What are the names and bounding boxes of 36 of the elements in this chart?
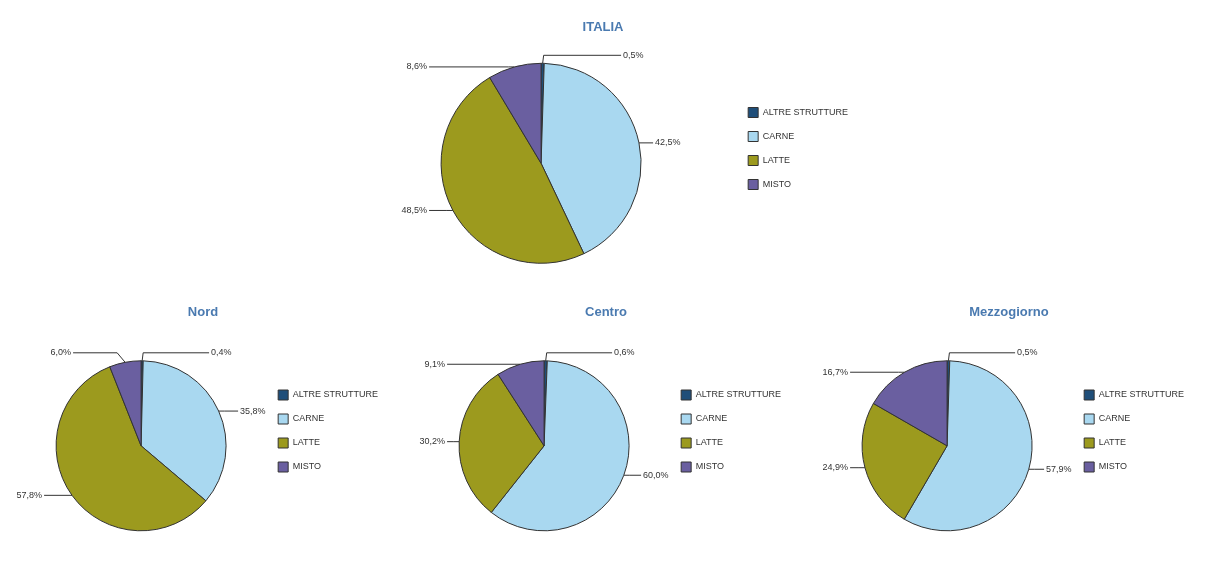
legend-label: ALTRE STRUTTURE bbox=[1098, 389, 1185, 400]
data-label: 8,6% bbox=[406, 61, 428, 72]
data-label: 9,1% bbox=[424, 358, 446, 369]
legend-label: ALTRE STRUTTURE bbox=[762, 106, 849, 117]
legend-label: CARNE bbox=[695, 413, 728, 424]
legend-label: LATTE bbox=[762, 154, 791, 165]
data-label: 0,5% bbox=[1017, 347, 1038, 358]
chart-title: Centro bbox=[585, 304, 627, 320]
legend-label: CARNE bbox=[292, 413, 325, 424]
data-label: 6,0% bbox=[50, 347, 72, 358]
data-label: 30,2% bbox=[419, 436, 446, 447]
data-label: 57,8% bbox=[16, 489, 43, 500]
data-label: 60,0% bbox=[643, 469, 669, 480]
legend-label: ALTRE STRUTTURE bbox=[292, 389, 379, 400]
data-label: 16,7% bbox=[822, 366, 849, 377]
legend-label: CARNE bbox=[1098, 413, 1131, 424]
data-label: 0,4% bbox=[211, 347, 232, 358]
legend-label: CARNE bbox=[762, 130, 795, 141]
legend-label: MISTO bbox=[1098, 461, 1128, 472]
data-label: 57,9% bbox=[1046, 463, 1072, 474]
legend-label: ALTRE STRUTTURE bbox=[695, 389, 782, 400]
legend-label: LATTE bbox=[695, 437, 724, 448]
legend-label: MISTO bbox=[695, 461, 725, 472]
chart-title: ITALIA bbox=[582, 19, 625, 35]
legend-label: MISTO bbox=[762, 178, 792, 189]
data-label: 0,6% bbox=[614, 347, 635, 358]
legend-label: LATTE bbox=[1098, 437, 1127, 448]
data-label: 24,9% bbox=[822, 462, 849, 473]
legend-label: MISTO bbox=[292, 461, 322, 472]
legend-label: LATTE bbox=[292, 437, 321, 448]
chart-title: Nord bbox=[187, 304, 219, 320]
data-label: 42,5% bbox=[655, 137, 681, 148]
data-label: 48,5% bbox=[401, 204, 428, 215]
data-label: 35,8% bbox=[240, 405, 266, 416]
chart-title: Mezzogiorno bbox=[969, 304, 1049, 320]
data-label: 0,5% bbox=[623, 49, 644, 60]
